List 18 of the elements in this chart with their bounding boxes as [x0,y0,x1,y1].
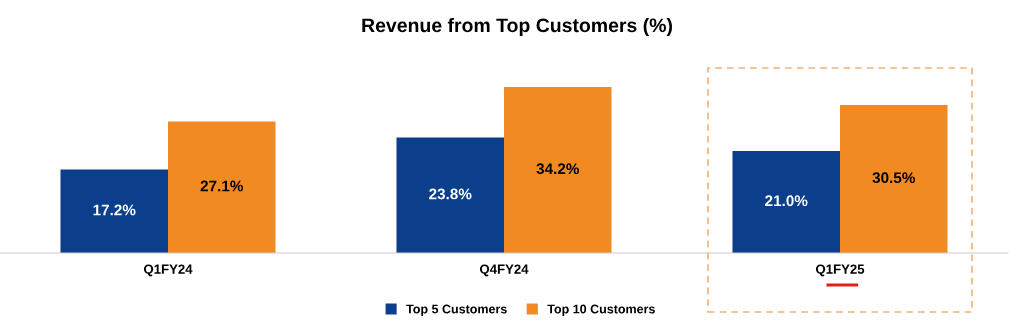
chart-title: Revenue from Top Customers (%) [362,17,672,37]
bar [732,151,840,253]
data-label: 30.5% [872,172,916,184]
bar [60,169,168,253]
bar [168,121,276,253]
bar [396,137,504,253]
data-label: 27.1% [200,180,244,192]
legend-label: Top 10 Customers [547,304,655,316]
x-tick-label: Q1FY24 [143,264,193,277]
bar [840,105,948,253]
data-label: 17.2% [93,204,136,216]
data-label: 21.0% [765,195,808,207]
legend-label: Top 5 Customers [406,304,507,316]
data-label: 23.8% [429,188,472,200]
x-tick-label: Q4FY24 [479,264,529,277]
x-tick-label: Q1FY25 [815,264,865,277]
data-label: 34.2% [536,163,580,175]
bar [504,87,612,253]
